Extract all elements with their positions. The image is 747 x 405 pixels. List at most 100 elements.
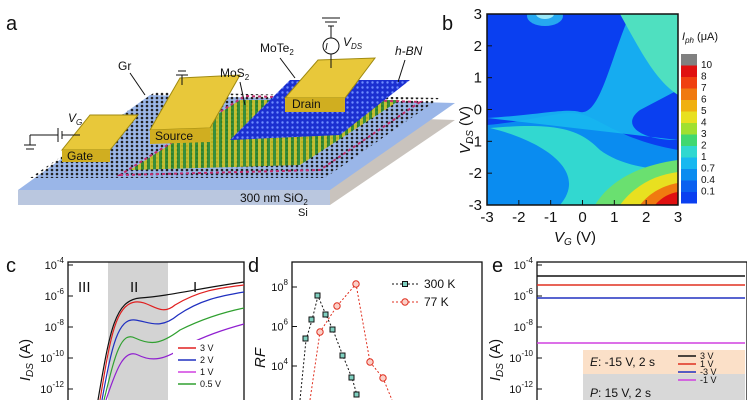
x-tick-label: -3 <box>480 209 493 226</box>
colorbar-label: 0.7 <box>701 164 715 175</box>
colorbar-swatch <box>681 146 697 158</box>
y-tick-label: 10-10 <box>40 349 64 365</box>
vds-label: VDS <box>343 35 363 51</box>
legend-label: 0.5 V <box>200 379 221 389</box>
source-label: Source <box>155 129 193 143</box>
y-axis-label: IDS (A) <box>17 339 36 381</box>
y-tick-label: 10-10 <box>509 349 533 365</box>
colorbar-swatch <box>681 169 697 181</box>
legend-marker <box>402 281 408 287</box>
y-tick-label: 106 <box>271 318 288 334</box>
colorbar-label: 4 <box>701 118 707 129</box>
legend-label: 1 V <box>700 359 714 369</box>
y-tick-label: 10-12 <box>509 380 533 396</box>
y-axis-label: RF <box>252 347 269 368</box>
x-axis-label: VG (V) <box>554 229 596 248</box>
colorbar-swatch <box>681 134 697 146</box>
ids-label: I <box>325 42 328 53</box>
y-tick-label: 108 <box>271 278 288 294</box>
colorbar-swatch <box>681 180 697 192</box>
panel-c: c III II I 3 V 2 V 1 V 0.5 V 10-4 10-6 10-8 10… <box>6 255 245 403</box>
sio2-label: 300 nm SiO2 <box>240 191 308 207</box>
gate-label: Gate <box>67 149 93 163</box>
legend-label: -3 V <box>700 367 717 377</box>
rf-curves <box>299 280 393 401</box>
y-tick-label: 10-6 <box>45 287 65 303</box>
colorbar-swatch <box>681 123 697 135</box>
colorbar-label: 6 <box>701 95 707 106</box>
x-tick-label: -2 <box>512 209 525 226</box>
y-tick-label: 1 <box>474 70 482 87</box>
colorbar-swatch <box>681 65 697 77</box>
contour-map <box>487 14 678 205</box>
colorbar-label: 10 <box>701 60 713 71</box>
colorbar-swatch <box>681 111 697 123</box>
program-label: P: 15 V, 2 s <box>590 386 651 400</box>
legend-label: 3 V <box>200 343 214 353</box>
y-tick-label: -3 <box>469 197 482 214</box>
drain-label: Drain <box>292 97 321 111</box>
panel-label: e <box>492 255 503 277</box>
panel-label: a <box>6 13 18 35</box>
vg-label: VG <box>68 111 82 127</box>
mos2-label: MoS2 <box>220 66 250 82</box>
colorbar-swatch <box>681 77 697 89</box>
x-tick-label: 1 <box>610 209 618 226</box>
x-tick-label: 2 <box>642 209 650 226</box>
colorbar-label: 3 <box>701 129 707 140</box>
colorbar-label: 7 <box>701 83 707 94</box>
colorbar-swatch <box>681 100 697 112</box>
y-tick-label: 3 <box>474 6 482 23</box>
transfer-curves <box>97 281 245 401</box>
erase-label: E: -15 V, 2 s <box>590 355 655 369</box>
legend-label: 300 K <box>424 277 455 291</box>
mote2-label: MoTe2 <box>260 41 294 57</box>
x-tick-label: -1 <box>544 209 557 226</box>
colorbar-swatch <box>681 88 697 100</box>
y-tick-label: 10-4 <box>45 256 65 272</box>
panel-d: d 300 K 77 K 108 106 104 RF <box>248 255 483 403</box>
y-tick-label: 0 <box>474 102 482 119</box>
colorbar-label: 0.1 <box>701 187 715 198</box>
colorbar-label: 2 <box>701 141 707 152</box>
y-tick-label: 10-8 <box>514 318 534 334</box>
panel-a: a Gate Source Drain Gr MoS2 MoTe2 h-BN I… <box>6 13 455 219</box>
y-tick-label: 104 <box>271 357 288 373</box>
y-tick-label: 10-12 <box>40 380 64 396</box>
panel-label: b <box>442 13 453 35</box>
y-tick-label: 2 <box>474 38 482 55</box>
colorbar-label: 5 <box>701 106 707 117</box>
y-tick-label: 10-4 <box>514 256 534 272</box>
colorbar-swatch <box>681 192 697 204</box>
region-label: III <box>78 279 91 296</box>
y-tick-label: -2 <box>469 165 482 182</box>
hbn-label: h-BN <box>395 44 423 58</box>
legend-label: 2 V <box>200 355 214 365</box>
legend-label: 77 K <box>424 295 449 309</box>
legend-label: 3 V <box>700 351 714 361</box>
legend-label: 1 V <box>200 367 214 377</box>
colorbar-label: 8 <box>701 72 707 83</box>
y-axis-label: IDS (A) <box>487 339 506 381</box>
region-label: I <box>193 279 197 296</box>
gr-label: Gr <box>118 59 131 73</box>
y-tick-label: 10-6 <box>514 287 534 303</box>
x-tick-label: 3 <box>674 209 682 226</box>
legend-marker <box>401 298 409 306</box>
y-axis-label: VDS (V) <box>457 106 476 154</box>
colorbar-label: 0.4 <box>701 175 715 186</box>
panel-e: e E: -15 V, 2 s P: 15 V, 2 s 3 V1 V-3 V-… <box>487 255 747 403</box>
y-tick-label: -1 <box>469 133 482 150</box>
panel-label: d <box>248 255 259 277</box>
colorbar-swatch <box>681 54 697 66</box>
colorbar-swatch <box>681 157 697 169</box>
retention-curves <box>537 275 745 344</box>
y-tick-label: 10-8 <box>45 318 65 334</box>
colorbar-label: 1 <box>701 152 707 163</box>
x-tick-label: 0 <box>578 209 586 226</box>
si-label: Si <box>298 207 308 219</box>
panel-label: c <box>6 255 16 277</box>
region-label: II <box>130 279 138 296</box>
